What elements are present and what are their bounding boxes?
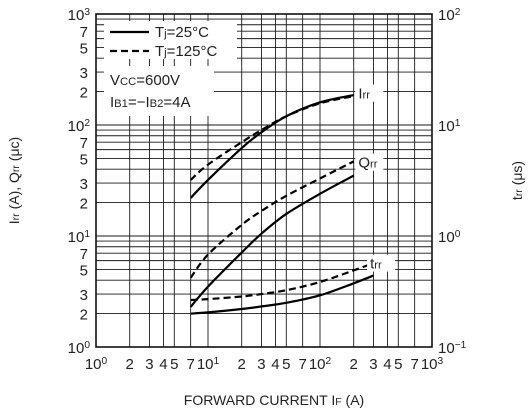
- y-left-tick-label: 3: [80, 176, 88, 193]
- curve-label-bg: [355, 84, 384, 102]
- curve-label-bg: [367, 254, 396, 272]
- plot-frame: [95, 13, 433, 348]
- curve-label-qrr: Qrr: [358, 155, 377, 172]
- series-line-qrr-dashed: [189, 160, 355, 279]
- x-tick-label: 7: [298, 356, 306, 373]
- y-left-tick-label: 100: [68, 340, 91, 358]
- y-left-tick-label: 7: [80, 135, 88, 152]
- y-right-tick-label: 101: [438, 118, 461, 136]
- x-tick-label: 2: [350, 356, 358, 373]
- x-tick-label: 103: [421, 356, 444, 374]
- y-left-axis-title: Irr (A), Qrr (μc): [6, 137, 22, 224]
- x-tick-label: 102: [309, 356, 332, 374]
- legend-bg: [104, 21, 237, 59]
- series-line-trr-solid: [190, 274, 374, 315]
- x-tick-label: 100: [85, 356, 108, 374]
- conditions-bg: [104, 66, 214, 116]
- legend-label: Tj=125°C: [155, 43, 217, 60]
- curve-label-trr: trr: [370, 256, 382, 273]
- x-tick-label: 3: [257, 356, 265, 373]
- y-left-tick-label: 2: [80, 196, 88, 213]
- y-left-tick-label: 2: [80, 307, 88, 324]
- x-axis-title: FORWARD CURRENT IF (A): [184, 392, 364, 408]
- series-line-irr-dashed: [189, 95, 354, 181]
- y-left-tick-label: 3: [80, 65, 88, 82]
- y-left-tick-label: 101: [68, 229, 91, 247]
- curve-label-irr: Irr: [358, 86, 370, 103]
- series-line-trr-dashed: [190, 262, 374, 302]
- y-left-tick-label: 2: [80, 85, 88, 102]
- y-left-tick-label: 7: [80, 246, 88, 263]
- y-left-tick-label: 3: [80, 287, 88, 304]
- x-tick-label: 5: [170, 356, 178, 373]
- x-tick-label: 7: [186, 356, 194, 373]
- y-left-tick-label: 5: [80, 262, 88, 279]
- x-tick-label: 101: [197, 356, 220, 374]
- x-tick-label: 5: [282, 356, 290, 373]
- x-tick-label: 4: [271, 356, 279, 373]
- y-left-tick-label: 102: [68, 118, 91, 136]
- x-tick-label: 2: [238, 356, 246, 373]
- y-left-tick-label: 5: [80, 40, 88, 57]
- y-left-tick-label: 7: [80, 24, 88, 41]
- x-tick-label: 4: [383, 356, 391, 373]
- condition-ib: IB1=−IB2=4A: [110, 94, 191, 111]
- y-left-tick-label: 103: [68, 7, 91, 25]
- x-tick-label: 3: [369, 356, 377, 373]
- x-tick-label: 4: [159, 356, 167, 373]
- series-line-irr-solid: [189, 94, 354, 199]
- condition-vcc: VCC=600V: [110, 72, 180, 89]
- y-right-axis-title: trr (μs): [509, 161, 525, 200]
- x-tick-label: 7: [410, 356, 418, 373]
- legend-label: Tj=25°C: [155, 24, 209, 41]
- grid: [95, 13, 433, 348]
- y-right-tick-label: 10−1: [438, 340, 467, 358]
- x-tick-label: 3: [145, 356, 153, 373]
- y-right-tick-label: 100: [438, 229, 461, 247]
- series-line-qrr-solid: [189, 174, 355, 308]
- curve-label-bg: [355, 153, 384, 171]
- y-left-tick-label: 5: [80, 151, 88, 168]
- x-tick-label: 5: [394, 356, 402, 373]
- y-right-tick-label: 102: [438, 7, 461, 25]
- x-tick-label: 2: [126, 356, 134, 373]
